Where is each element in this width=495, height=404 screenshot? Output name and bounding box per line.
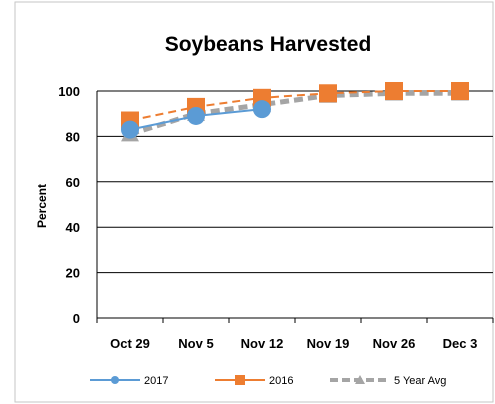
x-tick-label-5: Dec 3 <box>443 336 478 351</box>
x-tick-label-2: Nov 12 <box>241 336 284 351</box>
legend-item-5-year-avg: 5 Year Avg <box>330 375 446 387</box>
y-tick-label-60: 60 <box>66 175 80 190</box>
y-tick-label-80: 80 <box>66 129 80 144</box>
x-tick-label-3: Nov 19 <box>307 336 350 351</box>
y-axis-ticks: 0 20 40 60 80 100 <box>58 84 80 326</box>
legend-marker-2017 <box>111 376 119 384</box>
x-tick-label-0: Oct 29 <box>110 336 150 351</box>
data-point-2017-1 <box>187 106 205 125</box>
data-point-2017-0 <box>121 120 139 139</box>
chart-border <box>14 1 494 403</box>
data-point-2017-2 <box>253 100 271 119</box>
legend-item-2017: 2017 <box>90 375 168 387</box>
x-tick-label-4: Nov 26 <box>373 336 416 351</box>
y-tick-label-40: 40 <box>66 220 80 235</box>
x-tick-label-1: Nov 5 <box>178 336 213 351</box>
legend-item-2016: 2016 <box>215 375 293 387</box>
y-tick-label-100: 100 <box>58 84 80 99</box>
series-layer <box>121 82 469 142</box>
chart-title: Soybeans Harvested <box>165 33 372 56</box>
legend-label-2016: 2016 <box>269 375 293 387</box>
legend-label-2017: 2017 <box>144 375 168 387</box>
legend-marker-5-year-avg <box>355 375 365 384</box>
data-point-2016-3 <box>319 84 337 103</box>
y-tick-label-20: 20 <box>66 266 80 281</box>
legend: 2017 2016 5 Year Avg <box>90 375 446 387</box>
series-2017 <box>121 100 271 139</box>
series-line-5-year-avg <box>129 90 460 137</box>
legend-marker-2016 <box>235 375 245 385</box>
series-5-year-avg <box>121 84 469 142</box>
x-axis: Oct 29 Nov 5 Nov 12 Nov 19 Nov 26 Dec 3 <box>96 91 494 351</box>
data-point-2016-5 <box>451 82 469 100</box>
legend-label-5-year-avg: 5 Year Avg <box>394 375 446 387</box>
series-line-2016 <box>129 90 460 122</box>
series-2016 <box>121 82 469 130</box>
y-tick-label-0: 0 <box>73 311 80 326</box>
data-point-2016-4 <box>385 82 403 100</box>
y-axis-label: Percent <box>35 184 49 228</box>
